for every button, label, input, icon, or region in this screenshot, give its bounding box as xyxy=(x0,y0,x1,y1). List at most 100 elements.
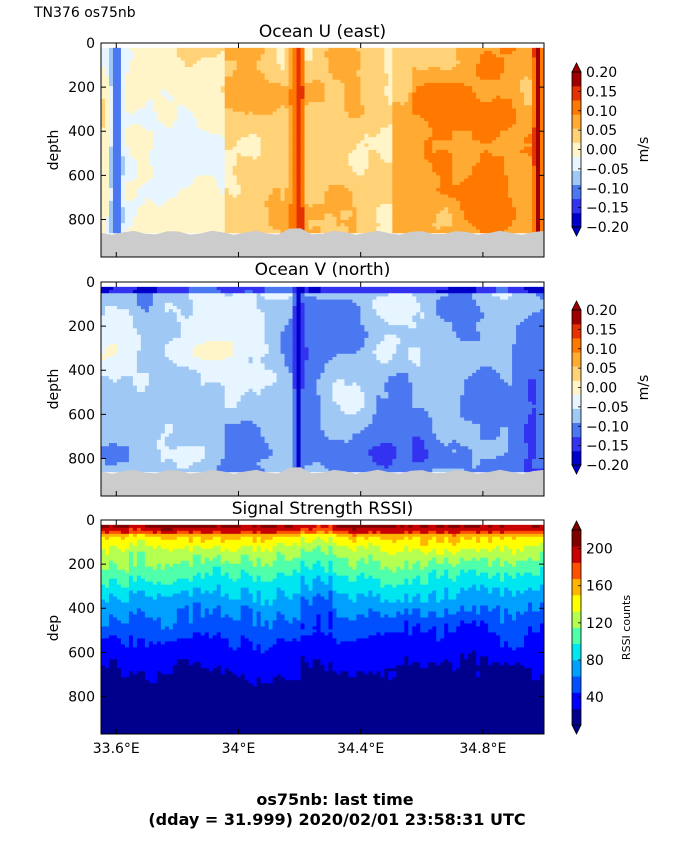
colorbar-segment xyxy=(572,212,581,228)
colorbar-tick-label: −0.20 xyxy=(586,220,629,236)
footer-line-1: os75nb: last time xyxy=(256,790,413,809)
colorbar-segment xyxy=(572,142,581,157)
colorbar-segment xyxy=(572,310,581,325)
panel-rssi: Signal Strength RSSI) 0 200 400 600 800 33.6… xyxy=(46,499,633,757)
colorbar-segment xyxy=(572,422,581,438)
colorbar-segment xyxy=(572,450,581,466)
colorbar-segment xyxy=(572,660,581,677)
colorbar-segment xyxy=(572,627,581,645)
colorbar-segment xyxy=(572,578,581,596)
colorbar-segment xyxy=(572,546,581,563)
colorbar-segment xyxy=(572,595,581,612)
colorbar-v: 0.20 0.15 0.10 0.05 0.00 −0.05 −0.10 −0.15 −0.20… xyxy=(571,300,652,475)
colorbar-segment xyxy=(572,530,581,547)
y-tick-label: 200 xyxy=(68,80,95,96)
colorbar-segment xyxy=(572,198,581,214)
y-axis-label: depth xyxy=(46,369,62,410)
x-tick-label: 34.8°E xyxy=(459,741,506,757)
panel-ocean-v: Ocean V (north) 0 200 400 600 800 depth 0.20… xyxy=(46,260,652,497)
colorbar-tick-label: −0.15 xyxy=(586,439,629,455)
x-axis-u xyxy=(115,43,484,257)
colorbar-segment xyxy=(572,184,581,200)
y-tick-label: 400 xyxy=(68,124,95,140)
colorbar-tick-label: −0.05 xyxy=(586,162,629,178)
y-tick-label: 0 xyxy=(86,513,95,529)
y-axis-label: dep xyxy=(46,615,62,642)
y-tick-label: 0 xyxy=(86,275,95,291)
colorbar-segment xyxy=(572,562,581,580)
colorbar-label: RSSI counts xyxy=(620,595,633,660)
colorbar-segment xyxy=(572,114,581,129)
colorbar-segment xyxy=(572,708,581,726)
colorbar-tick-label: 0.05 xyxy=(586,361,617,377)
panel-title: Ocean U (east) xyxy=(259,22,386,42)
colorbar-u: 0.20 0.15 0.10 0.05 0.00 −0.05 −0.10 −0.15 −0.20… xyxy=(571,62,652,237)
x-tick-label: 34.4°E xyxy=(337,741,384,757)
y-tick-label: 600 xyxy=(68,407,95,423)
colorbar-tick-label: 0.20 xyxy=(586,303,617,319)
colorbar-segment xyxy=(572,394,581,409)
colorbar-tick-label: 0.05 xyxy=(586,123,617,139)
x-tick-label: 33.6°E xyxy=(93,741,140,757)
colorbar-tick-label: 160 xyxy=(586,579,613,595)
plot-frame xyxy=(100,42,545,258)
colorbar-tick-label: 0.15 xyxy=(586,322,617,338)
seafloor-mask xyxy=(101,467,544,496)
colorbar-segment xyxy=(572,643,581,661)
colorbar-segment xyxy=(572,324,581,339)
colorbar-frame xyxy=(571,529,582,726)
panel-ocean-u: Ocean U (east) 0 200 400 600 800 depth 0.20 0… xyxy=(46,22,652,258)
colorbar-extend-min xyxy=(571,464,582,475)
colorbar-tick-label: 200 xyxy=(586,542,613,558)
y-tick-label: 800 xyxy=(68,689,95,705)
y-tick-label: 600 xyxy=(68,168,95,184)
colorbar-segment xyxy=(572,100,581,115)
y-tick-label: 800 xyxy=(68,451,95,467)
colorbar-extend-max xyxy=(571,300,582,311)
colorbar-tick-label: −0.10 xyxy=(586,419,629,435)
colorbar-segment xyxy=(572,72,581,87)
y-tick-label: 200 xyxy=(68,319,95,335)
colorbar-segment xyxy=(572,366,581,381)
colorbar-tick-label: 0.10 xyxy=(586,104,617,120)
plot-frame xyxy=(100,281,545,497)
colorbar-segment xyxy=(572,86,581,101)
colorbar-tick-label: 0.10 xyxy=(586,342,617,358)
y-tick-label: 400 xyxy=(68,363,95,379)
panel-title: Ocean V (north) xyxy=(255,260,391,280)
colorbar-extend-max xyxy=(571,520,582,531)
y-axis-rssi: 0 200 400 600 800 xyxy=(68,513,544,705)
x-axis-rssi: 33.6°E 34°E 34.4°E 34.8°E xyxy=(93,520,506,757)
y-tick-label: 0 xyxy=(86,36,95,52)
panel-title: Signal Strength RSSI) xyxy=(232,499,414,519)
colorbar-segment xyxy=(572,408,581,424)
colorbar-tick-label: −0.10 xyxy=(586,181,629,197)
x-axis-v xyxy=(115,282,484,496)
y-axis-label: depth xyxy=(46,130,62,171)
colorbar-extend-max xyxy=(571,62,582,73)
colorbar-tick-label: 40 xyxy=(586,690,604,706)
colorbar-tick-label: −0.15 xyxy=(586,201,629,217)
colorbar-tick-label: 120 xyxy=(586,616,613,632)
colorbar-tick-label: 80 xyxy=(586,653,604,669)
colorbar-segment xyxy=(572,676,581,693)
colorbar-segment xyxy=(572,338,581,353)
colorbar-tick-label: 0.15 xyxy=(586,84,617,100)
colorbar-segment xyxy=(572,380,581,395)
plot-frame xyxy=(100,519,545,735)
corner-label: TN376 os75nb xyxy=(33,5,136,21)
colorbar-segment xyxy=(572,436,581,452)
colorbar-extend-min xyxy=(571,724,582,735)
y-tick-label: 400 xyxy=(68,601,95,617)
colorbar-extend-min xyxy=(571,226,582,237)
colorbar-label: m/s xyxy=(636,375,652,401)
heatmap-rssi xyxy=(101,524,544,734)
colorbar-segment xyxy=(572,692,581,710)
y-tick-label: 800 xyxy=(68,212,95,228)
colorbar-tick-label: −0.20 xyxy=(586,458,629,474)
footer-line-2: (dday = 31.999) 2020/02/01 23:58:31 UTC xyxy=(148,810,525,829)
y-tick-label: 200 xyxy=(68,557,95,573)
colorbar-tick-label: 0.20 xyxy=(586,65,617,81)
y-axis-u: 0 200 400 600 800 xyxy=(68,36,544,228)
